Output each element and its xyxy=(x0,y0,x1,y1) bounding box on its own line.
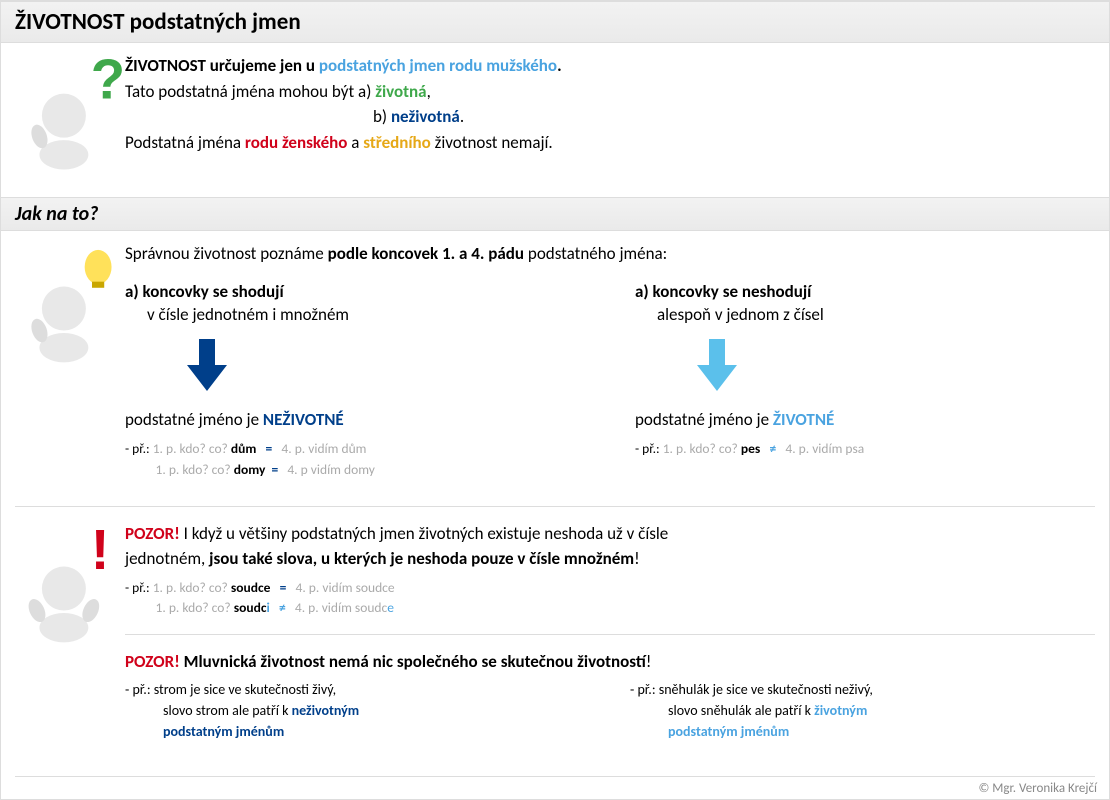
warning-content: POZOR! I když u většiny podstatných jmen… xyxy=(125,521,1095,758)
p1ex2b: soudc xyxy=(234,599,267,616)
p2-t1: Mluvnická životnost nemá nic společného … xyxy=(180,651,646,672)
right-res-a: podstatné jméno je xyxy=(635,409,773,430)
right-h: a) koncovky se neshodují xyxy=(635,281,1095,302)
svg-text:!: ! xyxy=(91,525,110,581)
exrneq: ≠ xyxy=(769,440,776,457)
howto-lead-c: podstatného jména: xyxy=(524,243,667,264)
intro-l4c: a xyxy=(347,132,363,153)
right-res-b: ŽIVOTNÉ xyxy=(773,409,834,430)
left-example: - př.: 1. p. kdo? co? dům = 4. p. vidím … xyxy=(125,439,585,480)
exr-pre: - př.: xyxy=(635,440,663,457)
divider xyxy=(15,506,1095,507)
intro-l1c: . xyxy=(557,55,562,76)
page-title: ŽIVOTNOST podstatných jmen xyxy=(1,1,1109,43)
p1-t2c: ! xyxy=(634,548,640,569)
p2r2b: životným xyxy=(814,702,867,719)
intro-l4e: životnost nemají. xyxy=(431,132,553,153)
intro-l2b: životná xyxy=(375,81,426,102)
divider-inner xyxy=(125,634,1095,635)
left-res-b: NEŽIVOTNÉ xyxy=(263,409,344,430)
thinking-question-icon: ? xyxy=(15,53,125,179)
pozor-2: POZOR! Mluvnická životnost nemá nic spol… xyxy=(125,649,1095,742)
svg-text:?: ? xyxy=(91,57,125,111)
title-text: ŽIVOTNOST xyxy=(15,8,124,36)
p2r1: - př.: sněhulák je sice ve skutečnosti n… xyxy=(630,679,1095,700)
exclamation-icon: ! xyxy=(15,521,125,758)
ex1eq: = xyxy=(266,440,273,457)
arrow-down-icon xyxy=(695,337,739,393)
ex1b: dům xyxy=(231,440,256,457)
ex2a: 1. p. kdo? co? xyxy=(156,461,234,478)
p2l2a: slovo strom ale patří k xyxy=(163,702,292,719)
right-sub: alespoň v jednom z čísel xyxy=(635,302,1095,328)
p1-t2a: jednotném, xyxy=(125,548,209,569)
p1ex2b2: i xyxy=(266,599,269,616)
intro-l4d: středního xyxy=(363,132,431,153)
intro-l4a: Podstatná jména xyxy=(125,132,245,153)
p1-t2b: jsou také slova, u kterých je neshoda po… xyxy=(209,548,634,569)
p2l1: - př.: strom je sice ve skutečnosti živý… xyxy=(125,679,590,700)
intro-section: ? ŽIVOTNOST určujeme jen u podstatných j… xyxy=(1,43,1109,197)
intro-l1a: ŽIVOTNOST určujeme jen u xyxy=(125,55,319,76)
intro-l4b: rodu ženského xyxy=(245,132,347,153)
pozor2-left: - př.: strom je sice ve skutečnosti živý… xyxy=(125,679,590,742)
ex2c: 4. p vidím domy xyxy=(287,461,375,478)
footer-credit: © Mgr. Veronika Krejčí xyxy=(1,777,1109,800)
p1ex1c: 4. p. vidím soudce xyxy=(296,579,395,596)
p1ex2a: 1. p. kdo? co? xyxy=(156,599,234,616)
pozor1-example: - př.: 1. p. kdo? co? soudce = 4. p. vid… xyxy=(125,578,1095,619)
p2-t1b: ! xyxy=(646,651,652,672)
p2r2a: slovo sněhulák ale patří k xyxy=(668,702,814,719)
p1ex1b: soudce xyxy=(231,579,271,596)
exr1b: pes xyxy=(741,440,760,457)
pozor-1: POZOR! I když u většiny podstatných jmen… xyxy=(125,521,1095,619)
pozor2-right: - př.: sněhulák je sice ve skutečnosti n… xyxy=(630,679,1095,742)
howto-lead-b: podle koncovek 1. a 4. pádu xyxy=(328,243,524,264)
endings-differ-column: a) koncovky se neshodují alespoň v jedno… xyxy=(635,281,1095,480)
left-res-a: podstatné jméno je xyxy=(125,409,263,430)
left-sub: v čísle jednotném i množném xyxy=(125,302,585,328)
left-h: a) koncovky se shodují xyxy=(125,281,585,302)
intro-l2a: Tato podstatná jména mohou být a) xyxy=(125,81,375,102)
intro-l2c: , xyxy=(427,81,431,102)
ex2b: domy xyxy=(234,461,266,478)
ex2eq: = xyxy=(271,461,278,478)
howto-content: Správnou životnost poznáme podle koncove… xyxy=(125,241,1095,480)
exr1c: 4. p. vidím psa xyxy=(785,440,864,457)
p1ex2c2: e xyxy=(387,599,394,616)
p2l2b: neživotným xyxy=(292,702,360,719)
ex1a: 1. p. kdo? co? xyxy=(153,440,231,457)
intro-l3b: neživotná xyxy=(391,106,460,127)
p1ex1a: 1. p. kdo? co? xyxy=(153,579,231,596)
title-text-b: podstatných jmen xyxy=(124,8,300,36)
p1ex-pre: - př.: xyxy=(125,579,153,596)
right-example: - př.: 1. p. kdo? co? pes ≠ 4. p. vidím … xyxy=(635,439,1095,459)
ex1c: 4. p. vidím dům xyxy=(281,440,366,457)
exr1a: 1. p. kdo? co? xyxy=(663,440,741,457)
ex-pre: - př.: xyxy=(125,440,153,457)
endings-match-column: a) koncovky se shodují v čísle jednotném… xyxy=(125,281,585,480)
p1eq: = xyxy=(280,579,287,596)
intro-l3a: b) xyxy=(373,106,391,127)
p2r3: podstatným jménům xyxy=(630,721,1095,742)
p1-t1: I když u většiny podstatných jmen životn… xyxy=(180,523,668,544)
p1neq: ≠ xyxy=(279,599,286,616)
warning-section: ! POZOR! I když u většiny podstatných jm… xyxy=(1,521,1109,776)
arrow-down-icon xyxy=(185,337,229,393)
intro-l1b: podstatných jmen rodu mužského xyxy=(319,55,557,76)
howto-header: Jak na to? xyxy=(1,197,1109,231)
intro-l3c: . xyxy=(460,106,464,127)
howto-section: Správnou životnost poznáme podle koncove… xyxy=(1,231,1109,498)
p2l3: podstatným jménům xyxy=(125,721,590,742)
intro-content: ŽIVOTNOST určujeme jen u podstatných jme… xyxy=(125,53,1095,179)
idea-bulb-icon xyxy=(15,241,125,480)
p2-label: POZOR! xyxy=(125,651,180,672)
p1-label: POZOR! xyxy=(125,523,180,544)
p1ex2c: 4. p. vidím soudc xyxy=(295,599,387,616)
howto-lead-a: Správnou životnost poznáme xyxy=(125,243,328,264)
